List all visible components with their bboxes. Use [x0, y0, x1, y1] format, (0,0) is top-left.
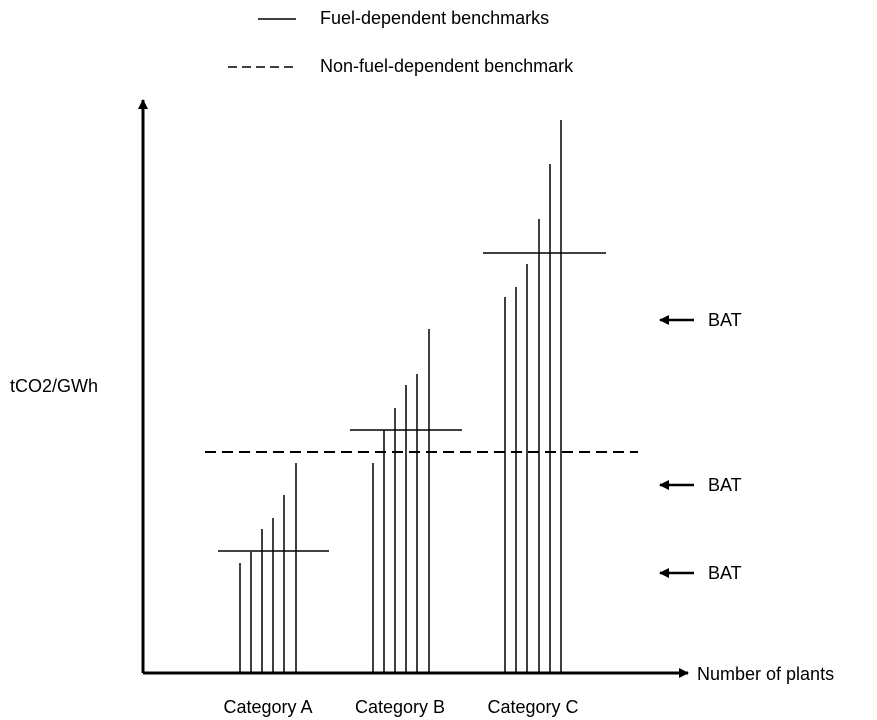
category-label: Category C	[487, 697, 578, 717]
bat-label: BAT	[708, 475, 742, 495]
y-axis-label: tCO2/GWh	[10, 376, 98, 396]
category-label: Category A	[223, 697, 312, 717]
bat-label: BAT	[708, 310, 742, 330]
x-axis-label: Number of plants	[697, 664, 834, 684]
legend-solid: Fuel-dependent benchmarks	[320, 8, 549, 28]
plant-lines	[239, 120, 562, 673]
bat-label: BAT	[708, 563, 742, 583]
legend-dashed: Non-fuel-dependent benchmark	[320, 56, 574, 76]
category-label: Category B	[355, 697, 445, 717]
